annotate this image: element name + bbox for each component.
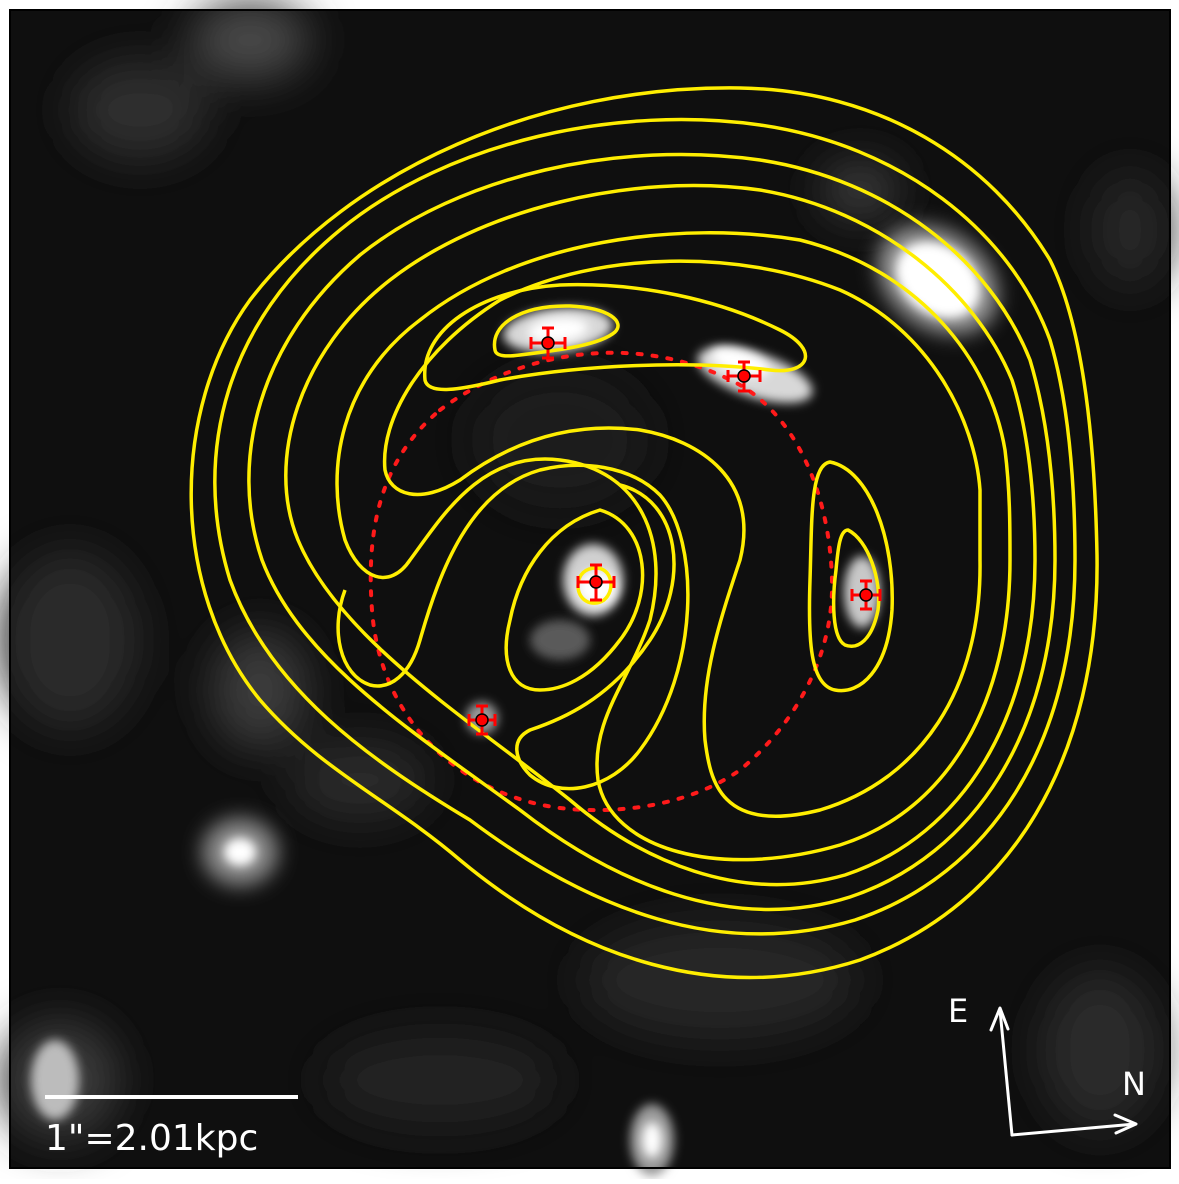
contour-central-1 (336, 463, 690, 791)
contour-arc-right-inner (831, 528, 881, 648)
image-marker-5[interactable] (467, 704, 497, 736)
contour-arc-top-outer (423, 282, 808, 392)
scale-bar: 1"=2.01kpc (45, 1095, 298, 1159)
bright-source-lower-left (202, 818, 278, 886)
contour-level-3 (247, 152, 1057, 912)
contour-level-2 (213, 117, 1077, 936)
image-marker-1[interactable] (529, 326, 567, 360)
image-marker-2[interactable] (726, 360, 762, 393)
bright-source-bottom-left-corner (31, 1040, 79, 1120)
image-markers (467, 326, 882, 736)
east-arrow-shaft (998, 1008, 1014, 1137)
north-arrow-head (1113, 1113, 1138, 1135)
east-arrow-head (989, 1006, 1010, 1032)
figure-frame (9, 9, 1171, 1169)
bright-source-bottom (630, 1104, 674, 1176)
contour-level-4 (284, 183, 1037, 887)
contour-arc-right-outer (807, 460, 894, 693)
scale-bar-label: 1"=2.01kpc (45, 1118, 258, 1159)
model-contours (189, 86, 1099, 980)
north-arrow-shaft (1010, 1122, 1137, 1137)
compass-east-label: E (948, 992, 968, 1030)
compass (989, 1006, 1138, 1137)
image-marker-4[interactable] (850, 579, 882, 611)
contour-central-2 (504, 508, 645, 692)
compass-north-label: N (1122, 1065, 1146, 1103)
contour-central-inner (576, 566, 613, 605)
contour-level-5 (335, 231, 1012, 862)
contour-arc-top (492, 304, 620, 358)
contour-level-1 (189, 86, 1099, 980)
critical-curve (368, 350, 835, 813)
image-marker-3[interactable] (576, 563, 616, 602)
contour-level-6 (382, 259, 982, 818)
